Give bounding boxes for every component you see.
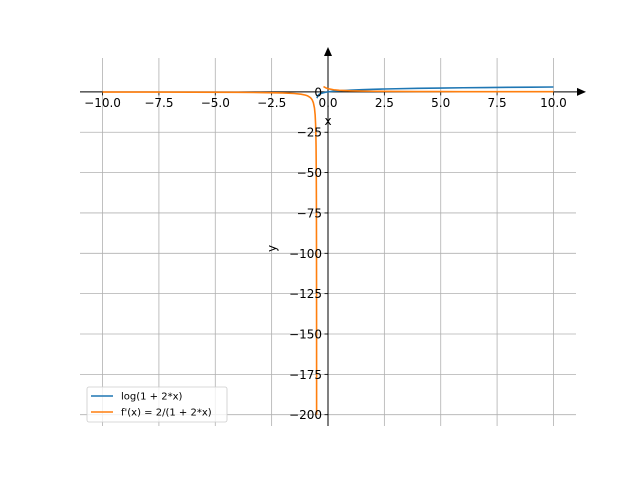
legend[interactable]: log(1 + 2*x) f'(x) = 2/(1 + 2*x) [86, 386, 228, 423]
x-tick-label: −5.0 [201, 96, 230, 110]
series-lines [102, 85, 554, 415]
legend-entry-1[interactable]: log(1 + 2*x) [121, 392, 183, 403]
x-tick-label: −10.0 [84, 96, 121, 110]
x-tick-label: 0.0 [318, 96, 337, 110]
legend-entry-2[interactable]: f'(x) = 2/(1 + 2*x) [121, 408, 212, 419]
x-tick-label: 10.0 [540, 96, 567, 110]
y-tick-label: −150 [289, 328, 322, 342]
y-tick-label: −100 [289, 247, 322, 261]
x-tick-label: −2.5 [257, 96, 286, 110]
y-axis-label: y [265, 245, 279, 252]
y-tick-label: −75 [297, 206, 322, 220]
tick-labels: −10.0 −7.5 −5.0 −2.5 0.0 2.5 5.0 7.5 10.0 0 −25 −50… [84, 85, 567, 422]
y-tick-label: −175 [289, 368, 322, 382]
x-tick-label: 5.0 [431, 96, 450, 110]
series-line-1 [316, 86, 554, 99]
series-line-2 [102, 85, 554, 415]
x-tick-label: −7.5 [144, 96, 173, 110]
x-tick-label: 2.5 [375, 96, 394, 110]
x-tick-label: 7.5 [488, 96, 507, 110]
y-tick-label: 0 [314, 85, 322, 99]
y-tick-label: −200 [289, 408, 322, 422]
x-axis-arrow [577, 87, 586, 96]
y-tick-label: −25 [297, 126, 322, 140]
y-tick-label: −50 [297, 166, 322, 180]
x-axis-label: x [324, 114, 331, 128]
legend-box [86, 386, 228, 423]
y-tick-label: −125 [289, 287, 322, 301]
y-axis-arrow [324, 47, 332, 56]
